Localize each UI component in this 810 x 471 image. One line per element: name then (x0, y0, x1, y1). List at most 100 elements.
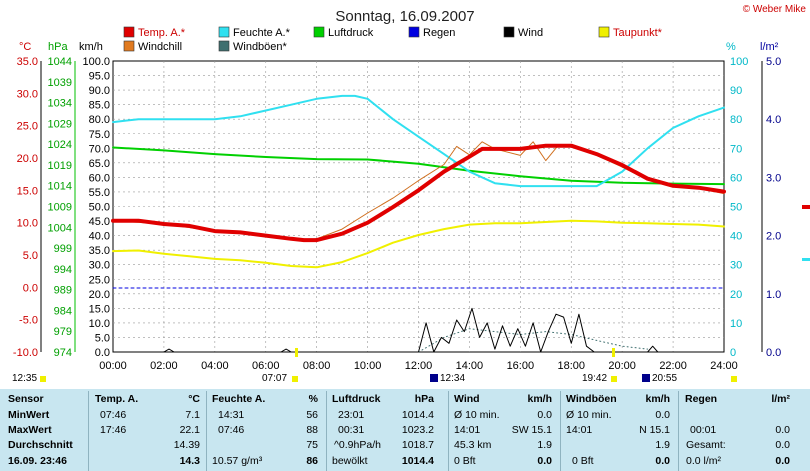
wind-tick-label: 5.0 (95, 332, 110, 344)
humidity-value: 86 (306, 455, 318, 467)
pressure-tick-label: 989 (54, 285, 72, 297)
pressure-time: 23:01 (338, 409, 365, 421)
rain-tick-label: 3.0 (766, 172, 781, 184)
header-temp: Temp. A. (95, 393, 139, 405)
gust-time: Ø 10 min. (566, 409, 612, 421)
temp-value: 14.39 (173, 439, 200, 451)
stats-row-max: MaxWert 17:46 22.1 07:46 88 00:31 1023.2… (0, 424, 810, 437)
temp-tick-label: 15.0 (17, 185, 38, 197)
wind-tick-label: 35.0 (89, 245, 110, 257)
header-pressure: Luftdruck (332, 393, 381, 405)
axis-unit-humidity: % (726, 41, 736, 53)
humidity-value: 56 (306, 409, 318, 421)
header-rain-unit: l/m² (771, 393, 790, 405)
time-tick-label: 18:00 (557, 360, 585, 372)
temp-tick-label: 20.0 (17, 153, 38, 165)
time-tick-label: 20:00 (608, 360, 636, 372)
rain-tick-label: 1.0 (766, 289, 781, 301)
rain-value: 0.0 (775, 424, 790, 436)
header-wind: Wind (454, 393, 480, 405)
wind-value: 0.0 (537, 455, 552, 467)
twilight-time-morning: 07:07 (262, 373, 287, 384)
rain-tick-label: 0.0 (766, 347, 781, 359)
humidity-tick-label: 70 (730, 143, 742, 155)
statistics-table: Sensor Temp. A. °C Feuchte A. % Luftdruc… (0, 389, 810, 471)
legend-swatch (218, 40, 230, 52)
pressure-tick-label: 979 (54, 326, 72, 338)
time-tick-label: 22:00 (659, 360, 687, 372)
pressure-tick-label: 1029 (48, 118, 72, 130)
pressure-tick-label: 1014 (48, 181, 72, 193)
humidity-value: 88 (306, 424, 318, 436)
time-tick-label: 06:00 (252, 360, 280, 372)
legend-label: Luftdruck (328, 27, 374, 39)
legend-label: Temp. A.* (138, 27, 186, 39)
wind-value: SW 15.1 (511, 424, 552, 436)
humidity-tick-label: 40 (730, 231, 742, 243)
temp-tick-label: 0.0 (23, 282, 38, 294)
rain-time: 00:01 (690, 424, 717, 436)
moon-icon (642, 374, 650, 382)
weather-condition: bewölkt (332, 455, 368, 467)
sun-icon (611, 376, 617, 382)
sun-icon (40, 376, 46, 382)
temp-value: 7.1 (185, 409, 200, 421)
rain-total: 0.0 l/m² (686, 455, 722, 467)
axis-unit-pressure: hPa (48, 41, 68, 53)
wind-tick-label: 40.0 (89, 231, 110, 243)
wind-time: Ø 10 min. (454, 409, 500, 421)
legend-swatch (123, 26, 135, 38)
wind-tick-label: 70.0 (89, 143, 110, 155)
series-feuchte-a-line (112, 94, 725, 188)
wind-beaufort: 0 Bft (454, 455, 476, 467)
wind-value: 1.9 (537, 439, 552, 451)
gust-time: 14:01 (566, 424, 593, 436)
temp-tick-label: 35.0 (17, 56, 38, 68)
legend-swatch (598, 26, 610, 38)
row-label: MinWert (8, 409, 50, 421)
chart-title: Sonntag, 16.09.2007 (335, 8, 474, 25)
axis-unit-wind: km/h (79, 41, 103, 53)
header-temp-unit: °C (188, 393, 200, 405)
pressure-tick-label: 984 (54, 305, 72, 317)
series-taupunkt-line (112, 219, 725, 269)
stats-row-average: Durchschnitt 14.39 75 ^0.9hPa/h 1018.7 4… (0, 439, 810, 452)
axis-unit-temp: °C (19, 41, 31, 53)
absolute-humidity: 10.57 g/m³ (212, 455, 263, 467)
wind-tick-label: 90.0 (89, 85, 110, 97)
wind-time: 14:01 (454, 424, 481, 436)
wind-tick-label: 45.0 (89, 216, 110, 228)
humidity-tick-label: 50 (730, 202, 742, 214)
legend-label: Feuchte A.* (233, 27, 291, 39)
sun-icon (292, 376, 298, 382)
axis-unit-rain: l/m² (760, 41, 779, 53)
wind-tick-label: 55.0 (89, 187, 110, 199)
moon-icon (430, 374, 438, 382)
header-humidity: Feuchte A. (212, 393, 266, 405)
stats-row-current: 16.09. 23:46 14.3 10.57 g/m³ 86 bewölkt … (0, 455, 810, 468)
legend-swatch (408, 26, 420, 38)
temp-time: 07:46 (100, 409, 127, 421)
time-tick-label: 14:00 (456, 360, 484, 372)
stats-header-row: Sensor Temp. A. °C Feuchte A. % Luftdruc… (0, 393, 810, 406)
temp-current-marker (802, 205, 810, 209)
header-gusts-unit: km/h (645, 393, 670, 405)
series-windb-en-line (418, 328, 649, 353)
time-tick-label: 16:00 (507, 360, 535, 372)
humidity-time: 07:46 (218, 424, 245, 436)
weather-chart: Sonntag, 16.09.2007 © Weber Mike Temp. A.*… (12, 4, 810, 384)
gust-beaufort: 0 Bft (572, 455, 594, 467)
rain-value: 0.0 (775, 455, 790, 467)
temp-time: 17:46 (100, 424, 127, 436)
pressure-tick-label: 999 (54, 243, 72, 255)
wind-tick-label: 100.0 (82, 56, 110, 68)
legend-label: Taupunkt* (613, 27, 663, 39)
twilight-marker (612, 348, 615, 357)
pressure-tick-label: 1004 (48, 222, 72, 234)
pressure-tick-label: 1019 (48, 160, 72, 172)
temp-tick-label: 25.0 (17, 121, 38, 133)
humidity-tick-label: 60 (730, 172, 742, 184)
time-tick-label: 02:00 (150, 360, 178, 372)
header-sensor: Sensor (8, 393, 44, 405)
wind-tick-label: 0.0 (95, 347, 110, 359)
